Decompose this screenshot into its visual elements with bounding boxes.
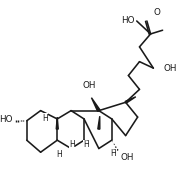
Text: H: H — [69, 140, 75, 149]
Text: HO: HO — [0, 115, 13, 124]
Text: OH: OH — [120, 153, 134, 162]
Text: Ḧ: Ḧ — [111, 149, 116, 158]
Polygon shape — [98, 116, 100, 129]
Text: Ḧ: Ḧ — [83, 140, 89, 149]
Text: H: H — [42, 113, 48, 122]
Polygon shape — [91, 98, 100, 111]
Text: OH: OH — [83, 81, 96, 90]
Polygon shape — [56, 117, 58, 129]
Polygon shape — [125, 97, 136, 103]
Text: H: H — [56, 150, 62, 159]
Text: OH: OH — [163, 64, 177, 73]
Text: HO: HO — [121, 16, 135, 25]
Text: O: O — [153, 8, 160, 17]
